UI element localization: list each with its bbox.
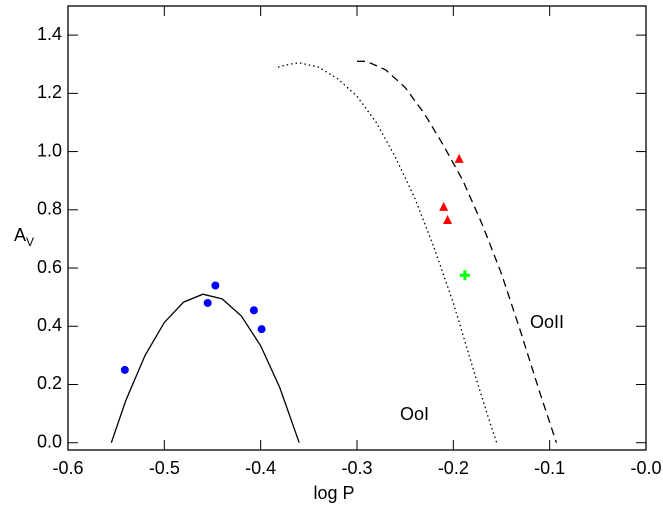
- y-axis-label-main: A: [14, 225, 26, 245]
- x-tick-label: -0.6: [52, 458, 83, 478]
- curve: [277, 62, 498, 443]
- y-axis-label: AV: [14, 225, 34, 249]
- annotation: OoI: [400, 404, 429, 424]
- x-tick-label: -0.2: [438, 458, 469, 478]
- point: [249, 306, 258, 315]
- y-tick-label: 0.2: [37, 373, 62, 393]
- y-tick-label: 1.0: [37, 140, 62, 160]
- y-tick-label: 0.6: [37, 257, 62, 277]
- y-tick-label: 0.0: [37, 431, 62, 451]
- x-tick-label: -0.4: [245, 458, 276, 478]
- y-tick-label: 0.4: [37, 315, 62, 335]
- point: [257, 325, 266, 334]
- x-axis-label: log P: [313, 483, 354, 503]
- point: [459, 270, 470, 281]
- curve: [110, 293, 300, 443]
- curve: [357, 60, 558, 443]
- x-tick-label: -0.5: [149, 458, 180, 478]
- y-tick-label: 1.4: [37, 24, 62, 44]
- x-tick-label: -0.3: [341, 458, 372, 478]
- point: [211, 281, 220, 290]
- y-tick-label: 1.2: [37, 82, 62, 102]
- point: [454, 153, 464, 163]
- y-tick-label: 0.8: [37, 199, 62, 219]
- annotation: OoII: [530, 312, 564, 332]
- x-tick-label: -0.0: [630, 458, 661, 478]
- point: [120, 365, 129, 374]
- point: [443, 214, 453, 224]
- y-axis-label-sub: V: [26, 235, 34, 249]
- point: [439, 201, 449, 211]
- x-tick-label: -0.1: [534, 458, 565, 478]
- plot-frame: [67, 5, 647, 451]
- point: [203, 298, 212, 307]
